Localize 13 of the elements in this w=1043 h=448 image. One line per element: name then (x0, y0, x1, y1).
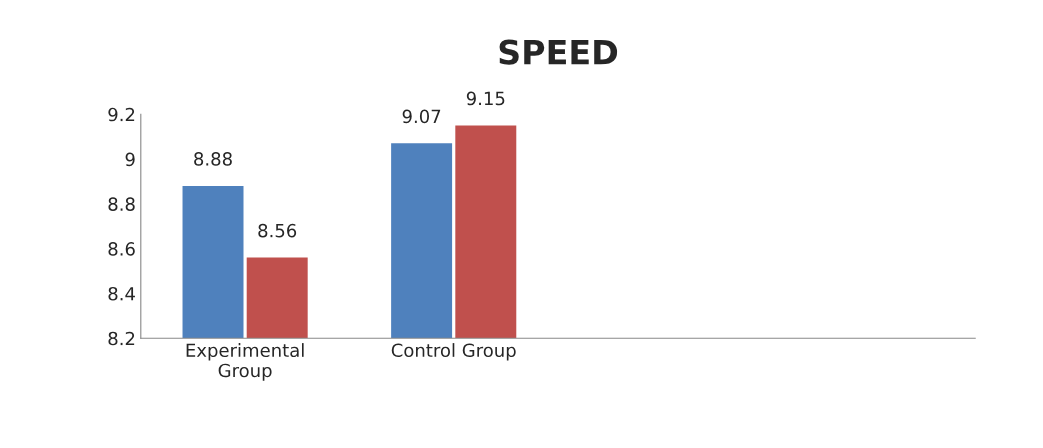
y-tick-label: 8.6 (108, 242, 135, 256)
data-label: 9.15 (466, 91, 505, 106)
data-label: 8.56 (258, 223, 297, 238)
data-label: 8.88 (194, 152, 232, 166)
data-label: 9.07 (402, 109, 441, 124)
x-tick-label: Experimental Group (186, 343, 304, 381)
y-tick-label: 8.8 (108, 197, 135, 211)
x-tick-label: Control Group (391, 343, 516, 361)
y-tick-label: 8.4 (108, 286, 135, 301)
y-tick-label: 8.2 (108, 331, 135, 346)
chart-title: SPEED (499, 39, 618, 65)
y-tick-label: 9.2 (108, 107, 135, 122)
y-tick-label: 9 (125, 152, 135, 167)
